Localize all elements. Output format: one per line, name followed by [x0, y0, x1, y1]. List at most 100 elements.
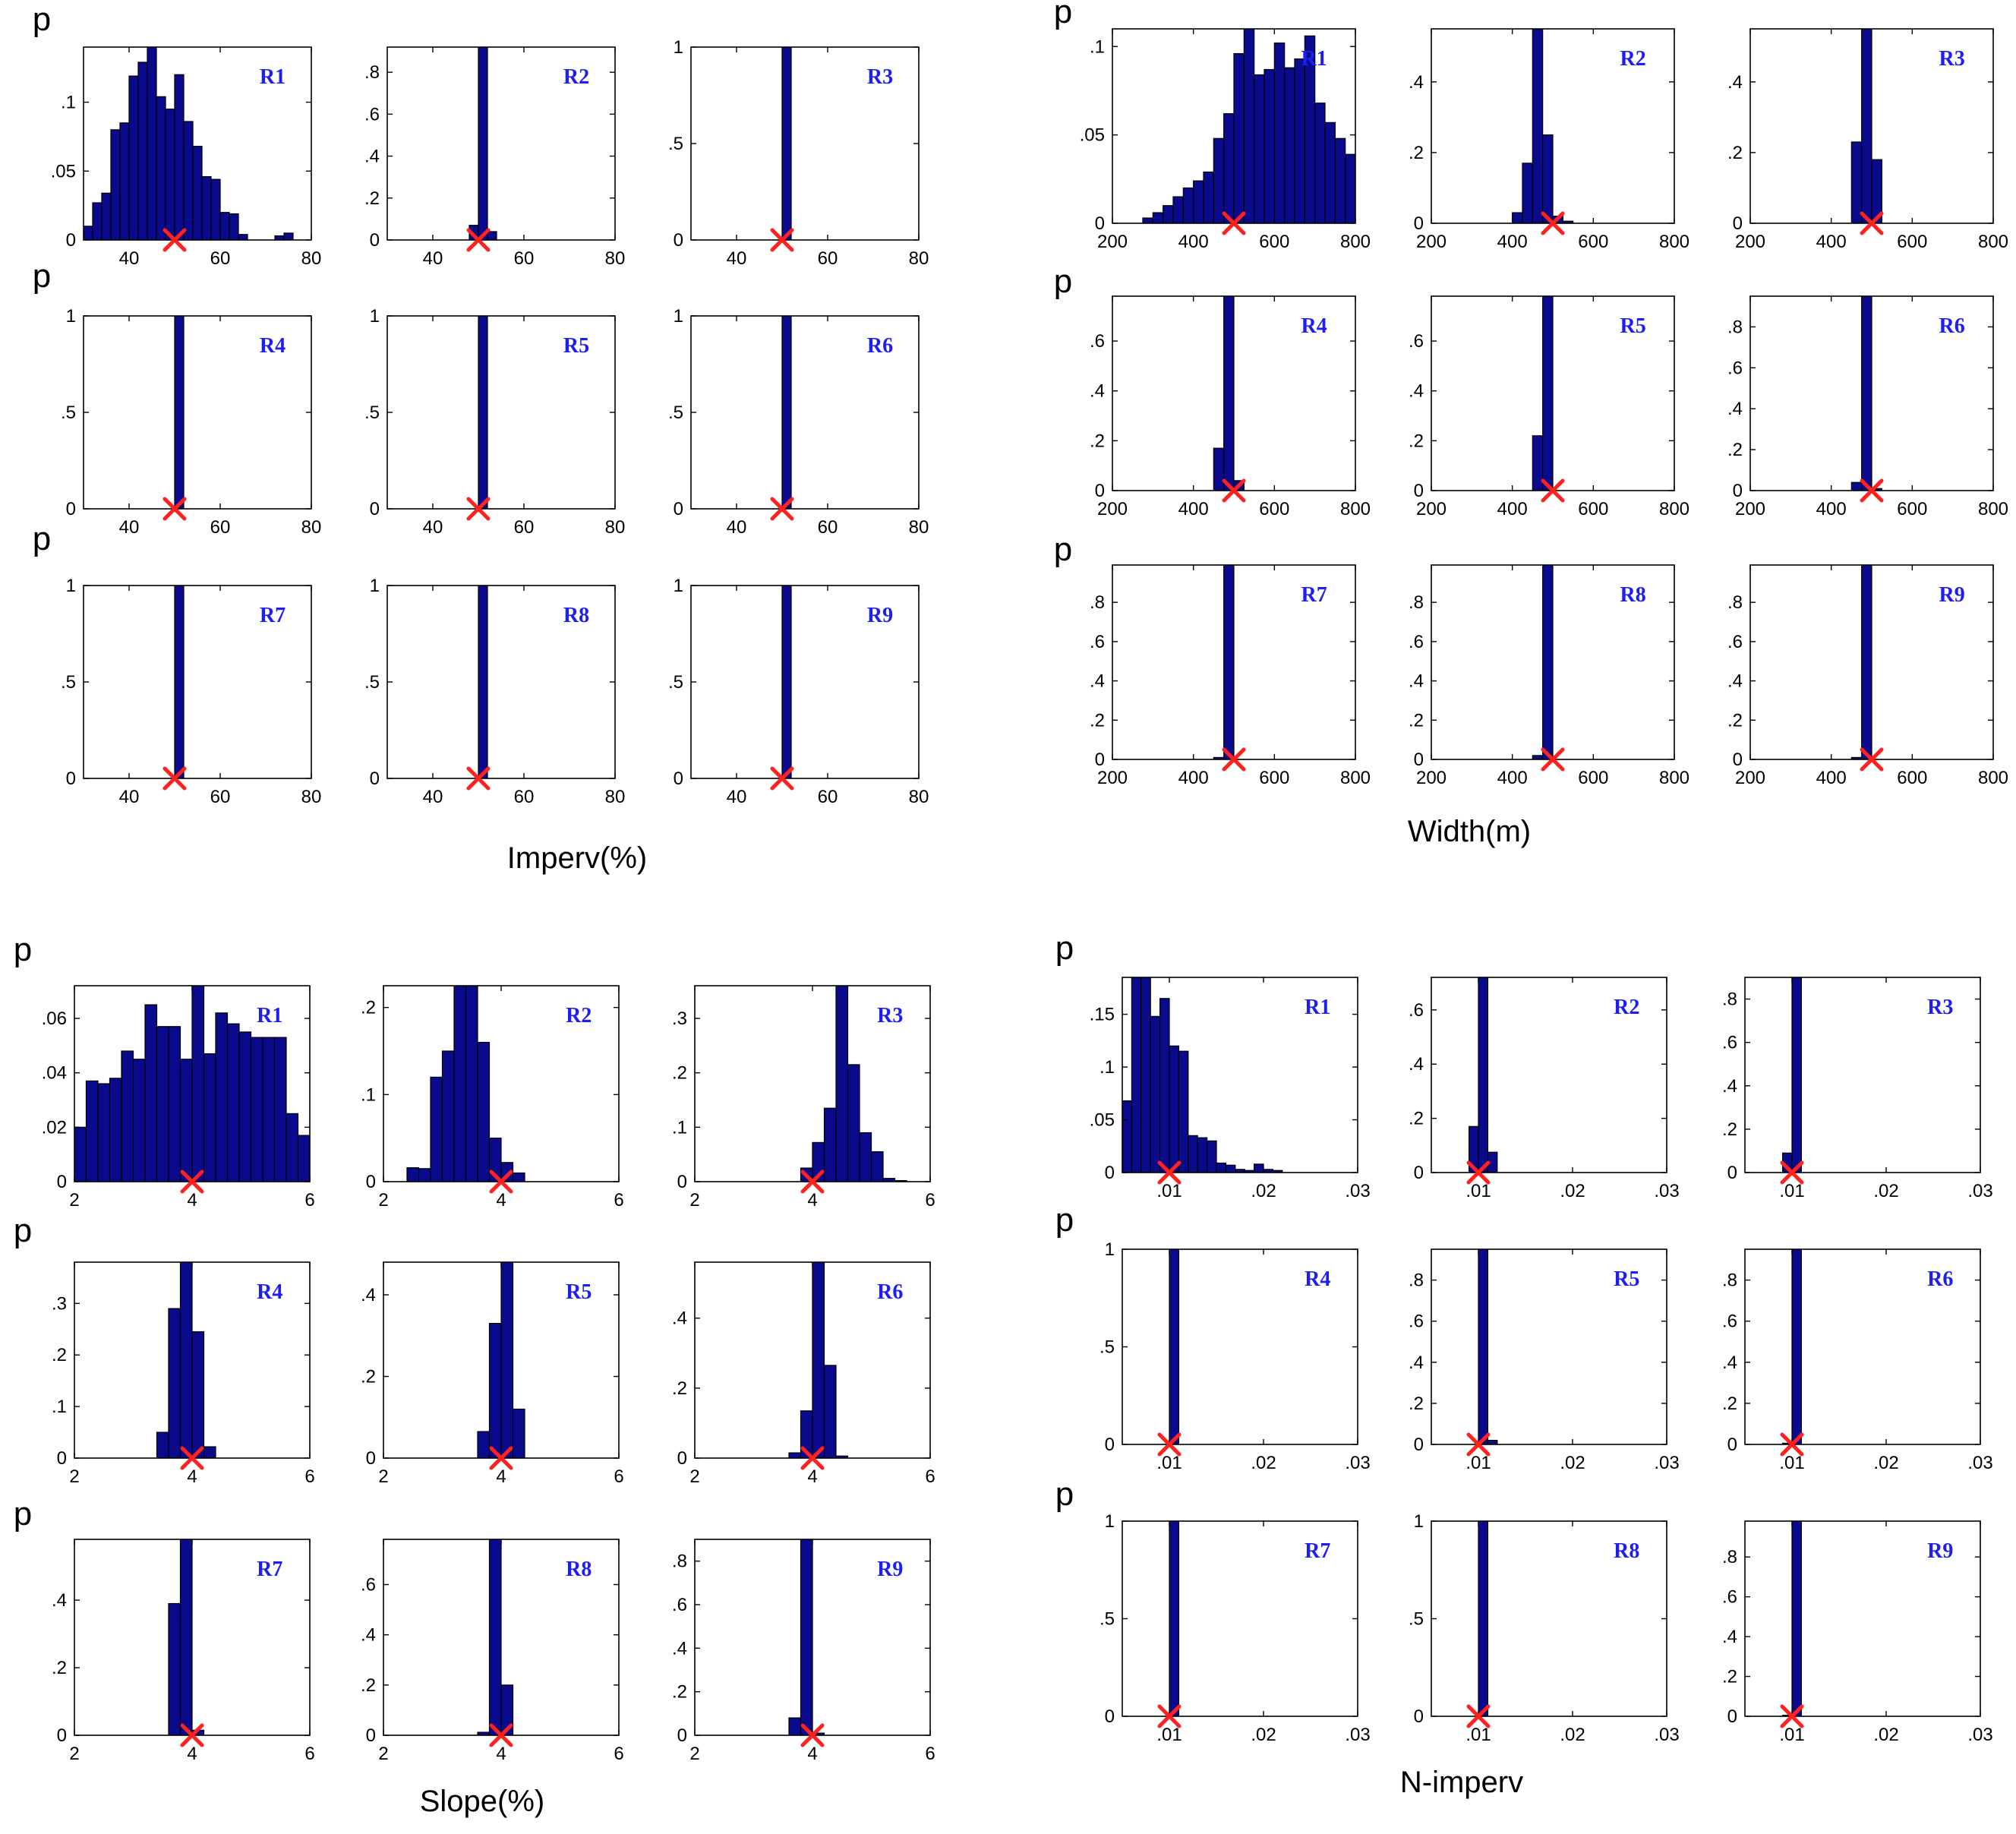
- x-tick-label: 200: [1735, 232, 1765, 252]
- histogram-bar: [453, 986, 467, 1182]
- y-tick-label: .2: [1727, 143, 1743, 163]
- histogram-bar: [1542, 296, 1554, 491]
- y-tick-label: .2: [1722, 1667, 1737, 1687]
- x-tick-label: 800: [1340, 232, 1371, 252]
- histogram-bar: [1791, 1249, 1802, 1444]
- histogram-bar: [192, 146, 203, 240]
- histogram-bar: [1487, 1439, 1498, 1444]
- bars: [478, 316, 488, 509]
- y-tick-label: .06: [42, 1009, 67, 1029]
- bars: [477, 1539, 514, 1735]
- histogram-bar: [781, 586, 792, 778]
- x-tick-label: 6: [614, 1466, 623, 1487]
- x-tick-label: 600: [1578, 768, 1608, 788]
- true-value-marker: [1157, 1432, 1182, 1457]
- histogram-bar: [210, 178, 221, 240]
- histogram-bar: [85, 1080, 99, 1182]
- y-tick-label: .5: [1099, 1609, 1115, 1630]
- x-tick-label: .03: [1967, 1453, 1992, 1473]
- histogram-bar: [1324, 122, 1336, 223]
- y-tick-label: 0: [677, 1448, 687, 1469]
- marker-stroke: [180, 1446, 204, 1470]
- x-tick-label: .02: [1873, 1725, 1898, 1745]
- x-tick-label: 600: [1578, 499, 1608, 519]
- y-tick-label: 1: [1414, 1511, 1424, 1532]
- histogram-bar: [478, 316, 488, 509]
- x-tick-label: 4: [187, 1466, 197, 1487]
- x-tick-label: .03: [1654, 1181, 1679, 1201]
- x-tick-label: .01: [1465, 1725, 1491, 1745]
- histogram-bar: [165, 109, 175, 240]
- x-tick-label: 800: [1659, 232, 1689, 252]
- histogram-bar: [101, 192, 112, 240]
- region-label: R1: [1301, 47, 1327, 71]
- bars: [1478, 1249, 1498, 1444]
- y-tick-label: .4: [1409, 1054, 1424, 1075]
- y-tick-label: .4: [1090, 381, 1105, 402]
- region-label: R7: [257, 1558, 282, 1581]
- histogram-bar: [1188, 1135, 1198, 1173]
- x-tick-label: .02: [1560, 1181, 1585, 1201]
- histogram-bar: [1172, 196, 1184, 223]
- bars: [1532, 565, 1554, 759]
- panel-nimperv-r3: 0 .2 .4 .6 .8 .01 .02 .03 R3: [1722, 977, 1993, 1201]
- x-tick-label: 400: [1497, 768, 1528, 788]
- histogram-bar: [1314, 103, 1326, 223]
- bars: [1169, 1521, 1179, 1716]
- y-tick-label: 0: [1414, 1435, 1424, 1455]
- histogram-bar: [203, 1053, 216, 1182]
- y-tick-label: .6: [672, 1595, 687, 1615]
- histogram-bar: [1213, 137, 1225, 223]
- histogram-bar: [179, 1059, 193, 1182]
- x-tick-label: .03: [1654, 1453, 1679, 1473]
- x-tick-label: 2: [69, 1466, 79, 1487]
- panel-imperv-r4: 0 .5 1 40 60 80 R4: [61, 306, 321, 538]
- histogram-bar: [1532, 435, 1544, 491]
- marker-stroke: [466, 766, 491, 791]
- y-tick-label: .6: [1409, 1000, 1424, 1021]
- y-tick-label: 0: [66, 499, 76, 519]
- marker-stroke: [466, 497, 491, 521]
- histogram-bar: [119, 122, 130, 240]
- y-tick-label: .1: [1099, 1057, 1115, 1078]
- y-tick-label: 0: [1733, 750, 1743, 770]
- region-label: R1: [1305, 996, 1330, 1019]
- marker-stroke: [1860, 747, 1884, 772]
- histogram-bar: [812, 1262, 825, 1458]
- x-tick-label: .02: [1560, 1725, 1585, 1745]
- y-tick-label: .8: [1409, 1271, 1424, 1291]
- panel-slope-r7: 0 .2 .4 2 4 6 R7: [52, 1539, 315, 1764]
- true-value-marker: [1780, 1432, 1804, 1457]
- true-value-marker: [1222, 478, 1246, 503]
- histogram-bar: [1178, 1050, 1189, 1173]
- true-value-marker: [1780, 1704, 1804, 1728]
- histogram-bar: [477, 1431, 491, 1458]
- y-tick-label: .6: [1722, 1312, 1737, 1332]
- x-tick-label: .01: [1156, 1181, 1182, 1201]
- histogram-bar: [1169, 1249, 1179, 1444]
- panel-nimperv-r9: 0 .2 .4 .6 .8 .01 .02 .03 R9: [1722, 1520, 1993, 1745]
- y-tick-label: .5: [668, 134, 683, 154]
- y-tick-label: .2: [672, 1063, 687, 1084]
- histogram-bar: [1254, 74, 1265, 223]
- bars: [1142, 29, 1355, 223]
- y-tick-label: .02: [42, 1117, 67, 1138]
- region-label: R2: [566, 1004, 592, 1027]
- x-tick-label: .01: [1779, 1181, 1804, 1201]
- y-axis-label: p: [1054, 263, 1072, 300]
- histogram-bar: [1122, 1100, 1132, 1173]
- x-tick-label: .03: [1345, 1725, 1370, 1745]
- panel-slope-r2: 0 .1 .2 2 4 6 R2: [361, 985, 624, 1211]
- histogram-bar: [1152, 212, 1164, 223]
- axes-box: [1744, 1520, 1981, 1717]
- histogram-bar: [1216, 1162, 1226, 1173]
- x-tick-label: 800: [1659, 499, 1689, 519]
- true-value-marker: [770, 228, 794, 252]
- true-value-marker: [1541, 747, 1565, 772]
- x-tick-label: 800: [1978, 768, 2008, 788]
- y-axis-label: p: [1055, 930, 1074, 967]
- bars: [1213, 565, 1235, 759]
- panel-imperv-r7: 0 .5 1 40 60 80 R7: [61, 576, 321, 807]
- panel-width-r9: 0 .2 .4 .6 .8 200 400 600 800 R9: [1727, 564, 2008, 788]
- x-tick-label: 2: [378, 1744, 388, 1764]
